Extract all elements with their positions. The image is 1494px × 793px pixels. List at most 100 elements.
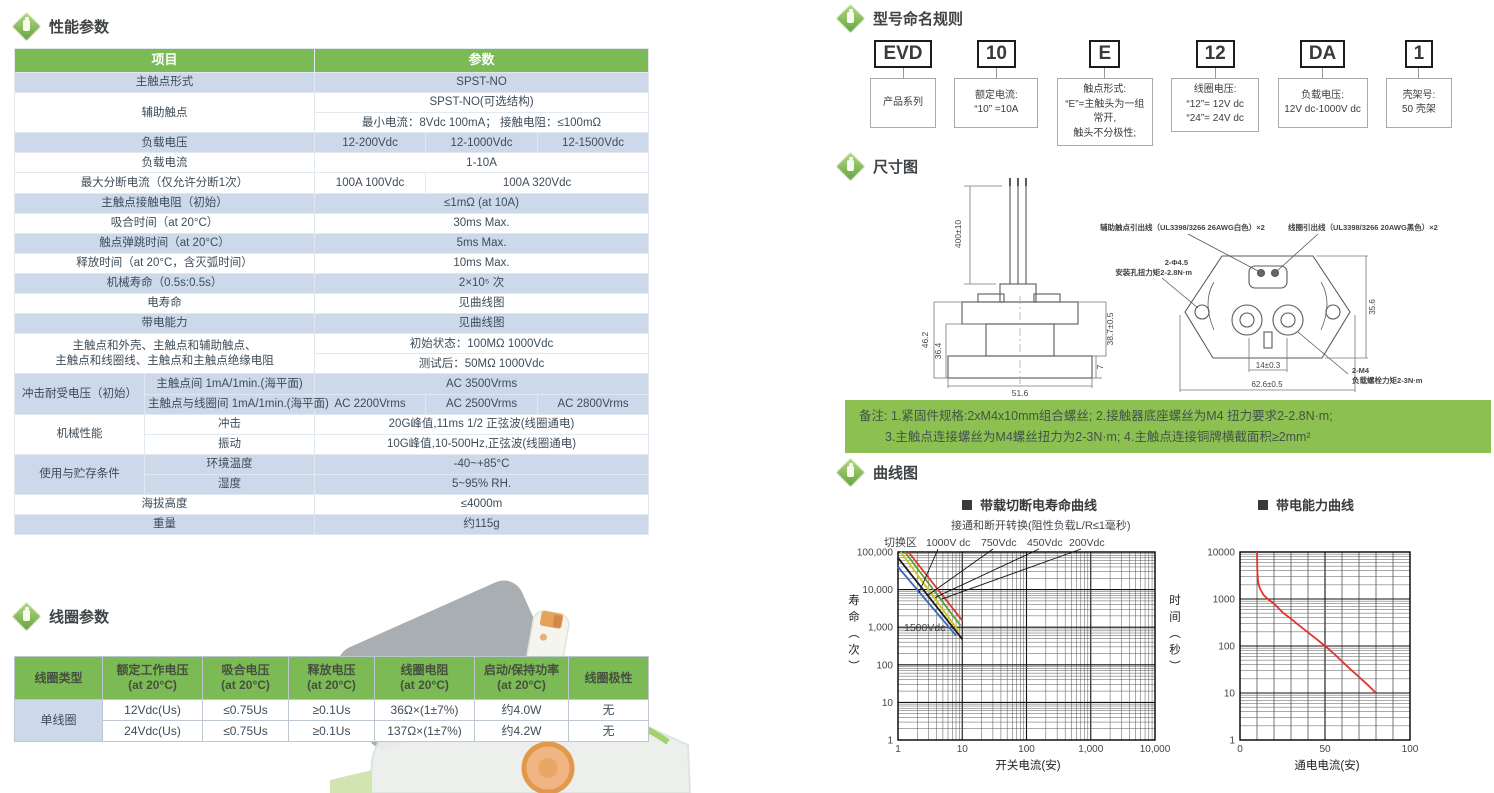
table-header-cell: 额定工作电压 (at 20°C) [102,656,203,700]
naming-desc-line: 触头不分极性; [1073,127,1137,139]
svg-text:10,000: 10,000 [1140,744,1171,755]
table-header-cell: 参数 [314,48,650,73]
table-row: 触点弹跳时间（at 20°C） 5ms Max. [13,232,650,254]
note-line-1: 备注: 1.紧固件规格:2xM4x10mm组合螺丝; 2.接触器底座螺丝为M4 … [859,409,1333,423]
svg-text:750Vdc: 750Vdc [981,537,1017,549]
table-cell: 24Vdc(Us) [102,720,203,742]
table-cell: 主触点和外壳、主触点和辅助触点、 主触点和线圈线、主触点和主触点绝缘电阻 [13,333,316,375]
table-row: 负载电压 12-200Vdc 12-1000Vdc 12-1500Vdc [13,132,650,154]
table-cell: 100A 100Vdc [314,172,427,194]
table-cell: ≥0.1Us [288,720,375,742]
table-cell: 100A 320Vdc [425,172,650,194]
table-row: 机械寿命（0.5s:0.5s） 2×10⁵ 次 [13,272,650,295]
dim-wire-length: 400±10 [953,220,963,249]
naming-desc-line: 负载电压: [1301,89,1344,101]
naming-connector [1322,68,1324,78]
performance-section-header: 性能参数 [12,16,109,37]
table-cell: 36Ω×(1±7%) [374,699,475,721]
table-row: 电寿命 见曲线图 [13,293,650,315]
naming-group: EVD 产品系列 [870,40,936,146]
coil-table: 线圈类型 额定工作电压 (at 20°C) 吸合电压 (at 20°C) 释放电压 (at … [14,656,649,742]
dim-flange-thickness: 7 [1095,364,1105,369]
naming-connector [1418,68,1420,78]
table-cell: 无 [568,699,649,721]
coil-section-header: 线圈参数 [12,606,109,627]
table-header-cell: 线圈电阻 (at 20°C) [374,656,475,700]
svg-text:450Vdc: 450Vdc [1027,537,1063,549]
naming-desc-line: 线圈电压: [1193,84,1237,95]
svg-text:100: 100 [1402,744,1419,755]
table-cell: -40~+85°C [314,453,650,475]
performance-table: 项目 参数 主触点形式 SPST-NO 辅助触点 SPST-NO(可选结构) 最小电流：8V… [13,48,650,536]
table-header-cell: 项目 [13,48,316,73]
naming-desc-line: 12V dc-1000V dc [1284,104,1361,115]
table-cell: 辅助触点 [13,92,316,134]
data-table: 项目 参数 主触点形式 SPST-NO 辅助触点 SPST-NO(可选结构) 最小电流：8V… [13,48,650,536]
dim-plate-width: 62.6±0.5 [1251,380,1283,389]
table-cell: 约4.0W [474,699,569,721]
naming-desc-line: “10” =10A [974,104,1019,115]
data-table: 线圈类型 额定工作电压 (at 20°C) 吸合电压 (at 20°C) 释放电压 (at … [14,656,649,742]
table-header-row: 项目 参数 [13,48,650,73]
naming-connector [1104,68,1106,78]
label-mount-hole-torque: 安装孔扭力矩2-2.8N·m [1115,267,1192,277]
dim-width: 51.6 [1012,388,1029,398]
table-row: 使用与贮存条件 环境温度 -40~+85°C [14,453,650,495]
table-row: 主触点与线圈间 1mA/1min.(海平面) AC 2200Vrms AC 2500… [15,393,650,415]
table-header-cell: 吸合电压 (at 20°C) [202,656,289,700]
table-cell: ≤0.75Us [202,699,289,721]
svg-text:100: 100 [876,660,893,671]
section-title: 性能参数 [49,19,110,36]
naming-group: E 触点形式: “E”=主触头为一组常开, 触头不分极性; [1056,40,1153,146]
naming-desc-line: “E”=主触头为一组常开, [1065,98,1145,125]
svg-text:50: 50 [1319,744,1331,755]
naming-desc-line: 产品系列 [883,96,923,108]
table-cell: 137Ω×(1±7%) [374,720,475,742]
table-cell: 5~95% RH. [314,473,650,495]
naming-desc-box: 壳架号: 50 壳架 [1385,78,1452,128]
relay-glyph-icon [23,17,30,31]
naming-desc-box: 产品系列 [870,78,936,128]
carry-current-chart: 0 50 100 1 10 100 1000 10000 [1207,548,1419,756]
table-cell: 负载电流 [13,152,316,174]
svg-text:1000V dc: 1000V dc [926,537,970,549]
dim-height-body: 36.4 [933,342,943,359]
naming-code-box: E [1089,40,1121,68]
table-row: 吸合时间（at 20°C） 30ms Max. [13,212,650,234]
table-cell: 30ms Max. [314,212,650,234]
section-diamond-icon [16,606,37,627]
label-coil-lead: 线圈引出线（UL3398/3266 20AWG黑色）×2 [1288,222,1438,232]
section-diamond-icon [840,8,861,29]
table-row: 主触点接触电阻（初始） ≤1mΩ (at 10A) [13,192,650,214]
table-cell: 单线圈 [14,699,103,742]
table-cell: ≤4000m [314,493,650,516]
table-row: 单线圈 12Vdc(Us) ≤0.75Us ≥0.1Us 36Ω×(1±7%) 约4.0W… [14,699,649,742]
svg-text:10: 10 [1224,689,1236,700]
note-bar: 备注: 1.紧固件规格:2xM4x10mm组合螺丝; 2.接触器底座螺丝为M4 … [845,400,1491,454]
chart1-title: 带载切断电寿命曲线 [962,495,1097,514]
svg-text:1: 1 [887,736,893,747]
life-curve-chart: 1 10 100 1,000 10,000 1 10 100 1,000 10,000 100,00… [857,537,1171,755]
table-cell: 2×10⁵ 次 [314,272,650,295]
svg-text:10,000: 10,000 [862,585,893,596]
table-cell: 冲击耐受电压（初始） [14,373,145,415]
naming-group: 12 线圈电压: “12”= 12V dc “24”= 24V dc [1171,40,1260,146]
table-cell: 约115g [314,514,650,536]
svg-text:1,000: 1,000 [1078,744,1103,755]
table-row: 最小电流：8Vdc 100mA； 接触电阻：≤100mΩ [15,112,650,134]
table-cell: 见曲线图 [314,293,650,315]
label-m4-torque: 负载螺栓力矩2-3N·m [1352,375,1423,385]
table-cell: 12-1500Vdc [537,132,650,154]
table-cell: 负载电压 [13,132,316,154]
table-header-cell: 启动/保持功率 (at 20°C) [474,656,569,700]
table-cell: 环境温度 [143,453,316,475]
table-cell: SPST-NO(可选结构) [314,92,650,114]
table-cell: 初始状态：100MΩ 1000Vdc [314,333,650,355]
table-cell: 1-10A [314,152,650,174]
svg-text:1: 1 [895,744,901,755]
table-cell: 最小电流：8Vdc 100mA； 接触电阻：≤100mΩ [314,112,650,134]
table-cell: 最大分断电流（仅允许分断1次） [13,172,316,194]
svg-text:10: 10 [882,698,894,709]
table-cell: 主触点形式 [13,71,316,94]
table-cell: 无 [568,720,649,742]
